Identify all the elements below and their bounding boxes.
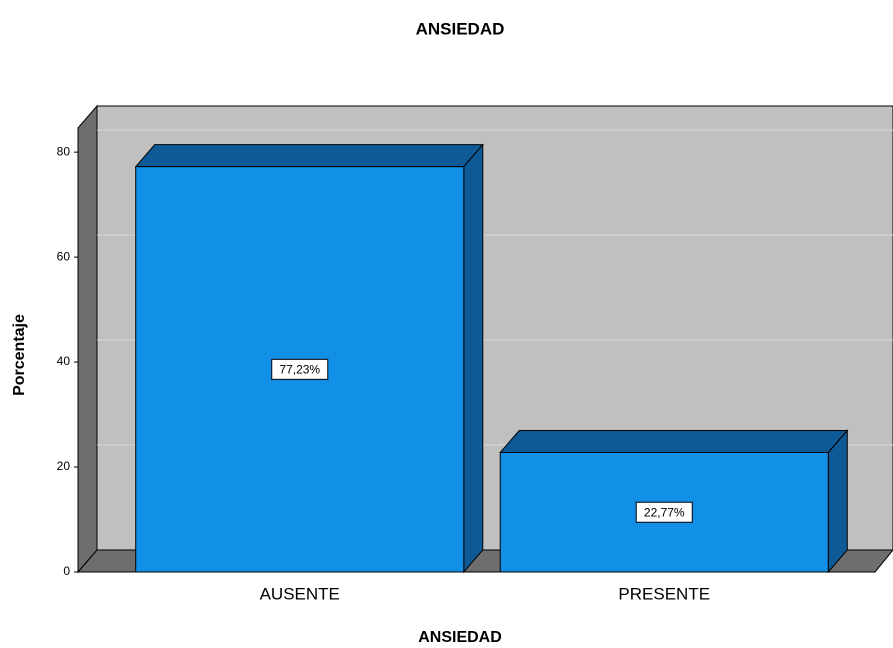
- x-axis-title: ANSIEDAD: [418, 629, 502, 646]
- value-label: 77,23%: [279, 363, 320, 377]
- x-tick-label: PRESENTE: [618, 584, 710, 603]
- y-tick-label: 60: [57, 249, 71, 263]
- bar-side: [827, 429, 848, 574]
- bar-top: [134, 144, 484, 168]
- y-tick-label: 80: [57, 144, 71, 158]
- left-wall: [77, 104, 98, 574]
- chart-title: ANSIEDAD: [416, 19, 505, 38]
- value-label-box: [271, 358, 329, 380]
- value-label: 22,77%: [644, 505, 685, 519]
- y-tick-label: 0: [63, 564, 70, 578]
- bar-side: [463, 143, 484, 574]
- y-tick-label: 40: [57, 354, 71, 368]
- y-axis-title: Porcentaje: [11, 314, 28, 396]
- value-label-box: [635, 501, 693, 523]
- bar-top: [499, 429, 849, 453]
- x-tick-label: AUSENTE: [260, 584, 340, 603]
- y-tick-label: 20: [57, 459, 71, 473]
